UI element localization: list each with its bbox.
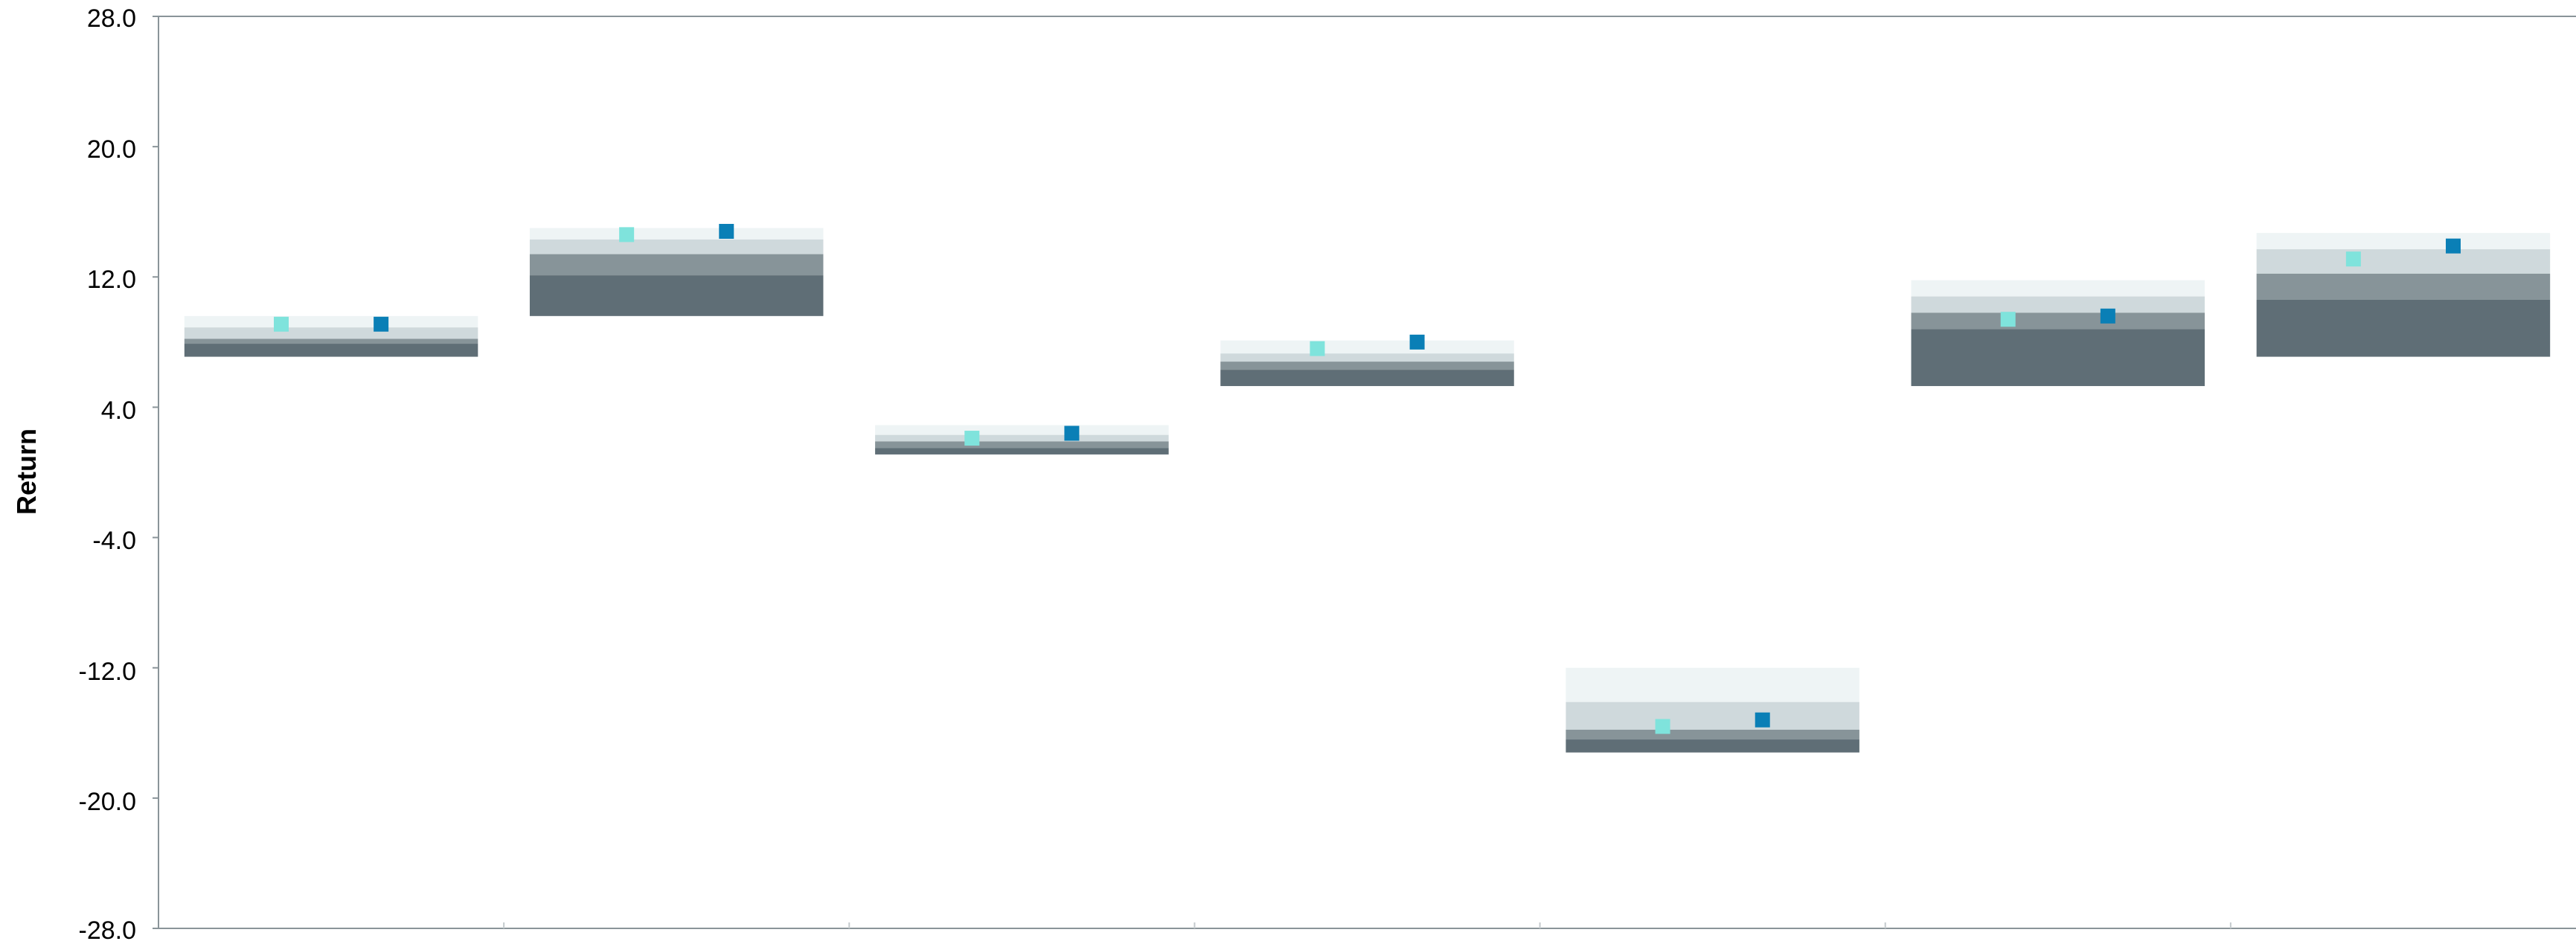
percentile-band: [2256, 233, 2551, 250]
percentile-band: [1911, 280, 2205, 297]
percentile-band: [875, 434, 1169, 442]
benchmark-marker: [2000, 312, 2016, 327]
percentile-band: [529, 228, 824, 240]
percentile-band: [529, 275, 824, 316]
box-group: [1911, 280, 2205, 386]
y-tick-label: -12.0: [79, 658, 137, 686]
percentile-band: [1566, 701, 1859, 730]
plot-area: [184, 223, 2551, 753]
benchmark-marker: [1655, 719, 1670, 734]
benchmark-marker: [964, 431, 980, 446]
benchmark-marker: [2345, 251, 2361, 267]
portfolio-marker: [1409, 334, 1425, 350]
percentile-band: [184, 338, 478, 344]
y-tick-labels: 28.0 20.0 12.0 4.0 -4.0 -12.0 -20.0 -28.…: [79, 4, 137, 944]
percentile-band: [1911, 296, 2205, 313]
percentile-band: [1220, 370, 1514, 386]
box-group: [184, 315, 478, 357]
percentile-band: [1566, 729, 1859, 740]
percentile-band: [875, 425, 1169, 435]
percentile-band: [1566, 739, 1859, 753]
y-axis-title: Return: [11, 428, 42, 515]
percentile-band: [1220, 362, 1514, 370]
percentile-band: [529, 254, 824, 276]
percentile-band: [184, 327, 478, 339]
box-group: [2256, 233, 2551, 357]
portfolio-marker: [2445, 238, 2461, 254]
benchmark-marker: [274, 316, 289, 332]
percentile-band: [875, 448, 1169, 455]
percentile-band: [529, 239, 824, 254]
y-tick-label: -28.0: [79, 916, 137, 944]
percentile-band: [1911, 312, 2205, 330]
percentile-band: [1566, 667, 1859, 702]
benchmark-marker: [619, 227, 635, 243]
box-group: [1566, 667, 1859, 753]
percentile-band: [875, 441, 1169, 449]
percentile-band: [1220, 353, 1514, 362]
box-group: [875, 425, 1169, 455]
percentile-band: [1220, 340, 1514, 354]
benchmark-marker: [1310, 341, 1325, 356]
percentile-band: [2256, 249, 2551, 274]
percentile-band: [2256, 299, 2551, 357]
y-tick-label: 28.0: [87, 4, 136, 33]
box-group: [1220, 334, 1514, 386]
y-tick-label: -20.0: [79, 788, 137, 816]
portfolio-marker: [719, 223, 734, 239]
y-tick-label: 4.0: [101, 396, 136, 425]
y-tick-label: 12.0: [87, 266, 136, 294]
portfolio-marker: [1064, 426, 1080, 441]
percentile-band: [2256, 273, 2551, 300]
box-group: [529, 223, 824, 316]
percentile-band: [1911, 329, 2205, 386]
y-tick-label: -4.0: [92, 527, 136, 555]
percentile-band: [184, 344, 478, 357]
portfolio-marker: [2100, 308, 2115, 324]
portfolio-marker: [1755, 712, 1770, 728]
y-tick-label: 20.0: [87, 135, 136, 164]
percentile-band: [184, 315, 478, 328]
portfolio-marker: [374, 316, 389, 332]
axes: [153, 16, 2576, 929]
